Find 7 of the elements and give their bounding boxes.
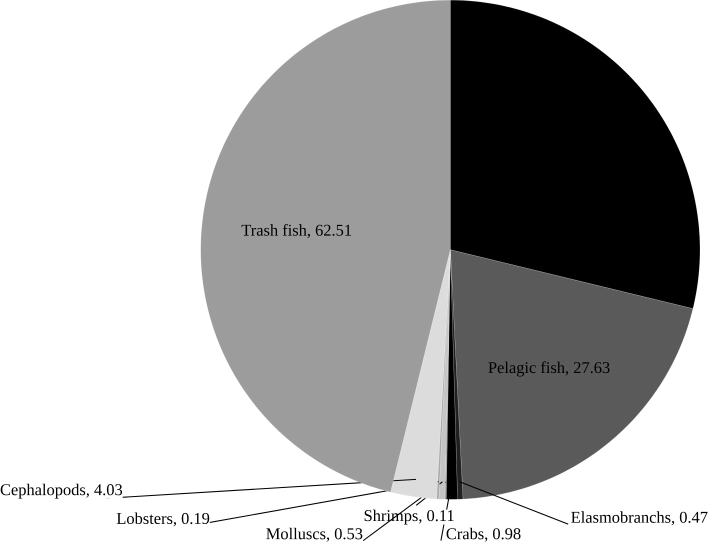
- slice-label: Elasmobranchs, 0.47: [571, 511, 708, 526]
- slice-label: Molluscs, 0.53: [266, 528, 362, 542]
- slice-label: Crabs, 0.98: [446, 528, 520, 542]
- slice-label: Cephalopods, 4.03: [0, 484, 122, 499]
- slice-label: Trash fish, 62.51: [242, 224, 352, 238]
- slice-label: Pelagic fish, 27.63: [488, 362, 610, 377]
- slice-label: Lobsters, 0.19: [116, 512, 210, 527]
